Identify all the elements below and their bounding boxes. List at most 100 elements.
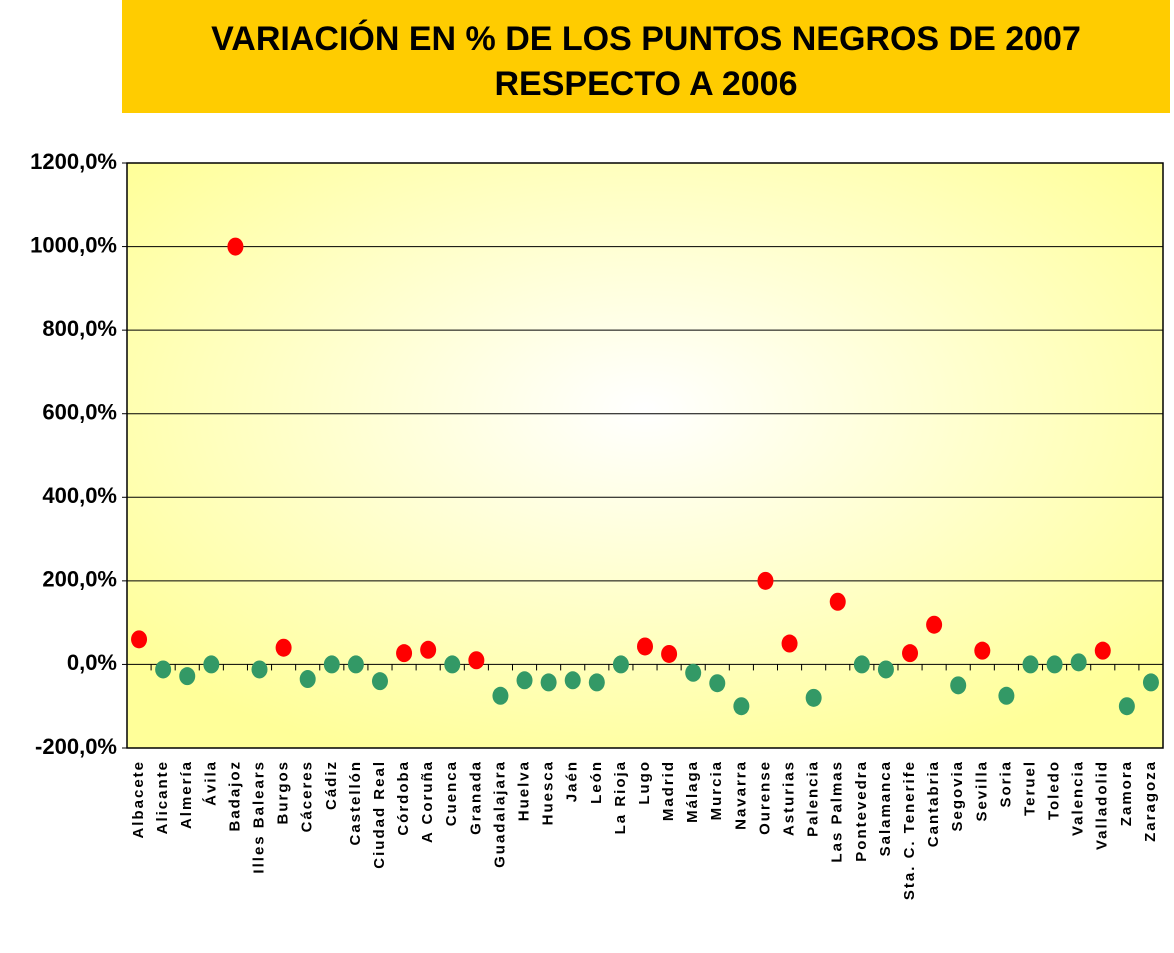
- chart-title: VARIACIÓN EN % DE LOS PUNTOS NEGROS DE 2…: [211, 20, 1081, 58]
- x-tick-label: Burgos: [275, 760, 292, 825]
- chart-title: RESPECTO A 2006: [495, 65, 798, 103]
- dot: [709, 674, 726, 693]
- dot: [950, 676, 967, 695]
- dot: [781, 634, 798, 653]
- dot: [926, 615, 943, 634]
- x-tick-label: Jaén: [564, 760, 581, 802]
- x-tick-label: Las Palmas: [829, 760, 846, 863]
- plot-border: [126, 162, 1164, 749]
- x-tick-label: Granada: [467, 760, 484, 835]
- x-tick-label: Sevilla: [973, 760, 990, 822]
- dot: [227, 237, 244, 256]
- dot: [661, 644, 678, 663]
- dot: [974, 641, 991, 660]
- x-tick-label: Navarra: [732, 760, 749, 830]
- x-tick-label: Valladolid: [1094, 760, 1111, 850]
- x-tick-label: Segovia: [949, 760, 966, 832]
- dot: [1046, 655, 1063, 674]
- y-tick-label: 600,0%: [42, 400, 117, 425]
- x-tick-label: Guadalajara: [491, 760, 508, 868]
- dot: [347, 655, 364, 674]
- dot: [444, 655, 461, 674]
- x-tick-label: Córdoba: [395, 760, 412, 836]
- y-tick-label: 0,0%: [67, 650, 117, 675]
- dot: [637, 637, 653, 656]
- x-tick-label: Ciudad Real: [371, 760, 388, 869]
- x-tick-label: Zaragoza: [1142, 760, 1159, 842]
- x-tick-label: León: [588, 760, 605, 804]
- dot: [203, 655, 220, 674]
- dot: [131, 630, 148, 649]
- x-tick-label: Sta. C. Tenerife: [901, 760, 918, 900]
- y-tick-label: 1000,0%: [30, 232, 117, 257]
- dot: [492, 686, 509, 705]
- x-tick-label: A Coruña: [419, 760, 436, 843]
- x-tick-label: Salamanca: [877, 760, 894, 856]
- dot: [179, 667, 196, 686]
- dot: [853, 655, 870, 674]
- x-tick-label: Madrid: [660, 760, 677, 821]
- x-tick-label: Albacete: [130, 760, 147, 839]
- x-tick-label: Murcia: [708, 760, 725, 820]
- x-tick-label: Cantabria: [925, 760, 942, 847]
- dot: [323, 655, 340, 674]
- plot-area: [127, 163, 1163, 748]
- x-tick-label: Toledo: [1046, 760, 1063, 820]
- x-tick-label: Castellón: [347, 760, 364, 846]
- x-tick-label: Asturias: [781, 760, 798, 836]
- dot: [155, 660, 172, 679]
- x-tick-label: Cádiz: [323, 760, 340, 810]
- dot: [1070, 653, 1087, 672]
- title-box: [122, 0, 1170, 113]
- dot: [588, 673, 605, 692]
- y-tick-label: 800,0%: [42, 316, 117, 341]
- x-tick-label: Ávila: [202, 760, 219, 806]
- dot: [998, 686, 1015, 705]
- y-tick-label: -200,0%: [35, 734, 117, 759]
- dot: [468, 651, 485, 670]
- dot: [540, 673, 557, 692]
- dot: [733, 697, 750, 716]
- dot: [612, 655, 629, 674]
- x-tick-label: Pontevedra: [853, 760, 870, 862]
- dot: [829, 592, 846, 611]
- dot: [1118, 697, 1135, 716]
- x-tick-label: Ourense: [756, 760, 773, 835]
- x-tick-label: Palencia: [805, 760, 822, 837]
- dot: [1094, 641, 1111, 660]
- x-tick-label: Huelva: [516, 760, 533, 821]
- x-tick-label: Badajoz: [226, 760, 243, 832]
- y-tick-label: 1200,0%: [30, 149, 117, 174]
- dot: [516, 671, 533, 690]
- x-tick-label: Valencia: [1070, 760, 1087, 836]
- x-tick-label: Huesca: [540, 760, 557, 825]
- dot: [420, 640, 437, 659]
- x-tick-label: Alicante: [154, 760, 171, 834]
- y-tick-label: 200,0%: [42, 567, 117, 592]
- x-tick-label: Soria: [997, 760, 1014, 808]
- dot: [902, 644, 919, 663]
- dot: [371, 672, 388, 691]
- x-tick-label: Almería: [178, 760, 195, 829]
- x-tick-label: Lugo: [636, 760, 653, 805]
- x-tick-label: Teruel: [1021, 760, 1038, 816]
- x-tick-label: Cáceres: [299, 760, 316, 832]
- dot: [1142, 673, 1159, 692]
- dot: [1022, 655, 1039, 674]
- dot: [275, 638, 292, 657]
- dot: [877, 660, 894, 679]
- x-tick-label: Málaga: [684, 760, 701, 823]
- dot: [251, 660, 268, 679]
- x-tick-label: Zamora: [1118, 760, 1135, 826]
- dot: [299, 670, 316, 689]
- dot: [805, 688, 822, 707]
- dot: [685, 663, 702, 682]
- x-tick-label: Cuenca: [443, 760, 460, 826]
- dot: [757, 571, 774, 590]
- x-tick-label: La Rioja: [612, 760, 629, 834]
- x-tick-label: Illes Balears: [250, 760, 267, 874]
- y-tick-label: 400,0%: [42, 483, 117, 508]
- dot: [564, 671, 581, 690]
- dot: [396, 644, 413, 663]
